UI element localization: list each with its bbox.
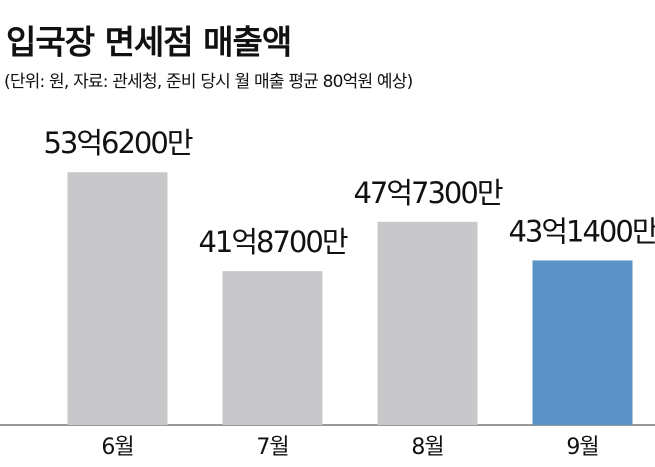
value-label: 41억8700만 [198, 225, 347, 259]
chart-title: 입국장 면세점 매출액 [6, 23, 291, 62]
value-label: 53억6200만 [43, 126, 192, 160]
x-tick-label: 8월 [411, 435, 443, 460]
bar [377, 221, 478, 425]
bar [222, 271, 323, 425]
x-tick-label: 6월 [101, 435, 133, 460]
chart-subtitle: (단위: 원, 자료: 관세청, 준비 당시 월 매출 평균 80억원 예상) [4, 72, 413, 92]
value-label: 43억1400만 [508, 214, 655, 248]
bar [532, 260, 633, 425]
x-tick-label: 9월 [566, 435, 598, 460]
x-tick-label: 7월 [256, 435, 288, 460]
bar [67, 172, 168, 425]
value-label: 47억7300만 [353, 176, 502, 210]
